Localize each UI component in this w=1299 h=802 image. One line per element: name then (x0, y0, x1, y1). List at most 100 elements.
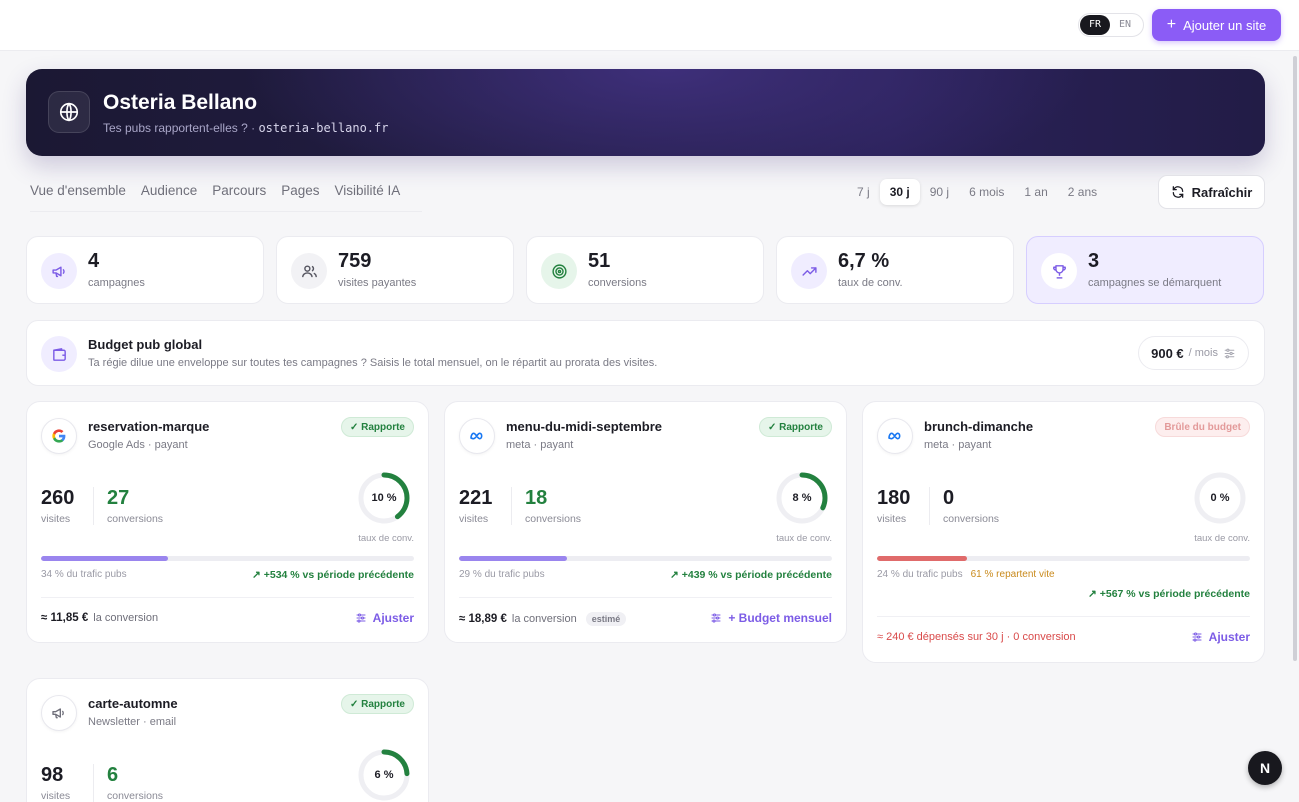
conversions-value: 27 (107, 487, 130, 509)
metric-divider (929, 487, 930, 525)
period-1y[interactable]: 1 an (1024, 185, 1048, 199)
sliders-icon (356, 613, 366, 623)
visits-label: visites (41, 790, 71, 802)
budget-amount: 900 € (1151, 345, 1184, 361)
users-icon (291, 253, 327, 289)
card-divider (41, 597, 414, 598)
period-90d[interactable]: 90 j (929, 185, 950, 199)
budget-amount-input[interactable]: 900 € / mois (1138, 336, 1249, 370)
tab-parcours[interactable]: Parcours (212, 183, 267, 198)
traffic-share-bar (877, 556, 1250, 561)
tab-audience[interactable]: Audience (140, 183, 198, 198)
meta-logo-icon (459, 418, 495, 454)
conversion-rate-value: 10 % (371, 492, 397, 504)
sliders-icon (711, 613, 721, 623)
period-7d[interactable]: 7 j (857, 185, 870, 199)
traffic-share-bar (459, 556, 832, 561)
cost-per-conversion: ≈ 18,89 € la conversion estimé (459, 612, 627, 626)
trend-text: ↗ +567 % vs période précédente (1088, 588, 1250, 600)
tab-ai-visibility[interactable]: Visibilité IA (334, 183, 401, 198)
page-scrollbar[interactable] (1293, 56, 1297, 661)
conversions-label: conversions (107, 790, 164, 802)
adjust-button[interactable]: Ajuster (355, 611, 414, 625)
stat-value: 4 (88, 250, 100, 272)
stat-value: 51 (588, 250, 611, 272)
campaign-source: Newsletter · email (88, 716, 177, 728)
campaign-card[interactable]: carte-automne Newsletter · email ✓ Rappo… (26, 678, 429, 802)
stat-paid-visits: 759 visites payantes (276, 236, 514, 304)
campaign-source: meta · payant (506, 439, 574, 451)
conversions-value: 18 (525, 487, 548, 509)
visits-label: visites (41, 513, 71, 525)
period-30d[interactable]: 30 j (879, 179, 920, 205)
period-6m[interactable]: 6 mois (969, 185, 1005, 199)
global-budget-panel: Budget pub global Ta régie dilue une env… (26, 320, 1265, 386)
adjust-button[interactable]: Ajuster (1191, 630, 1250, 644)
budget-description: Ta régie dilue une enveloppe sur toutes … (88, 357, 658, 369)
visits-label: visites (459, 513, 489, 525)
tab-pages[interactable]: Pages (281, 183, 320, 198)
conversion-rate-ring (358, 472, 410, 524)
traffic-share-text: 24 % du trafic pubs 61 % repartent vite (877, 569, 1055, 580)
conversion-rate-value: 6 % (374, 769, 394, 781)
card-divider (459, 597, 832, 598)
period-selector: 7 j 30 j 90 j 6 mois 1 an 2 ans (847, 177, 1107, 207)
conversion-rate-ring (1194, 472, 1246, 524)
monthly-budget-button[interactable]: + Budget mensuel (710, 611, 832, 625)
conversion-rate-value: 8 % (792, 492, 812, 504)
conversions-value: 0 (943, 487, 955, 509)
lang-fr-option[interactable]: FR (1080, 15, 1110, 35)
lang-en-option[interactable]: EN (1118, 19, 1132, 30)
metric-divider (511, 487, 512, 525)
visits-value: 221 (459, 487, 493, 509)
status-badge: ✓ Rapporte (340, 417, 414, 437)
tabs-divider (30, 211, 422, 212)
spend-summary: ≈ 240 € dépensés sur 30 j · 0 conversion (877, 631, 1076, 643)
budget-unit: / mois (1188, 347, 1218, 359)
trend-text: ↗ +534 % vs période précédente (252, 569, 414, 581)
trend-value: +534 % vs période précédente (263, 569, 414, 581)
globe-icon (48, 91, 90, 133)
megaphone-icon (41, 253, 77, 289)
wallet-icon (41, 336, 77, 372)
dev-tools-button[interactable]: N (1248, 751, 1282, 785)
stat-label: conversions (588, 277, 647, 289)
campaign-name: menu-du-midi-septembre (506, 419, 663, 434)
adjust-label: Ajuster (1208, 630, 1250, 644)
period-2y[interactable]: 2 ans (1067, 185, 1098, 199)
campaign-name: brunch-dimanche (924, 419, 1034, 434)
add-site-button[interactable]: + Ajouter un site (1152, 9, 1281, 41)
visits-value: 260 (41, 487, 75, 509)
budget-title: Budget pub global (88, 337, 203, 352)
stat-label: taux de conv. (838, 277, 903, 289)
stat-label: campagnes (88, 277, 145, 289)
refresh-icon (1172, 186, 1183, 198)
adjust-label: Ajuster (372, 611, 414, 625)
campaign-source: meta · payant (924, 439, 992, 451)
trend-value: +567 % vs période précédente (1099, 588, 1250, 600)
tab-overview[interactable]: Vue d'ensemble (30, 183, 126, 198)
conversions-value: 6 (107, 764, 119, 786)
stat-standout-campaigns[interactable]: 3 campagnes se démarquent (1026, 236, 1264, 304)
metric-divider (93, 487, 94, 525)
campaign-card[interactable]: brunch-dimanche meta · payant Brûle du b… (862, 401, 1265, 663)
refresh-button[interactable]: Rafraîchir (1158, 175, 1265, 209)
campaign-card[interactable]: reservation-marque Google Ads · payant ✓… (26, 401, 429, 643)
language-switch[interactable]: FR EN (1078, 13, 1144, 37)
traffic-share-text: 29 % du trafic pubs (459, 569, 545, 580)
trophy-icon (1041, 253, 1077, 289)
campaign-card[interactable]: menu-du-midi-septembre meta · payant ✓ R… (444, 401, 847, 643)
cost-value: ≈ 11,85 € (41, 612, 89, 624)
conversions-label: conversions (943, 513, 1000, 525)
monthly-budget-label: + Budget mensuel (728, 611, 832, 625)
conversions-label: conversions (107, 513, 164, 525)
add-site-label: Ajouter un site (1183, 17, 1267, 33)
sliders-icon (1224, 348, 1235, 358)
conversion-rate-label: taux de conv. (358, 533, 414, 544)
stat-conversion-rate: 6,7 % taux de conv. (776, 236, 1014, 304)
campaign-name: carte-automne (88, 696, 178, 711)
stat-value: 6,7 % (838, 250, 890, 272)
google-logo-icon (41, 418, 77, 454)
megaphone-icon (41, 695, 77, 731)
campaign-name: reservation-marque (88, 419, 210, 434)
